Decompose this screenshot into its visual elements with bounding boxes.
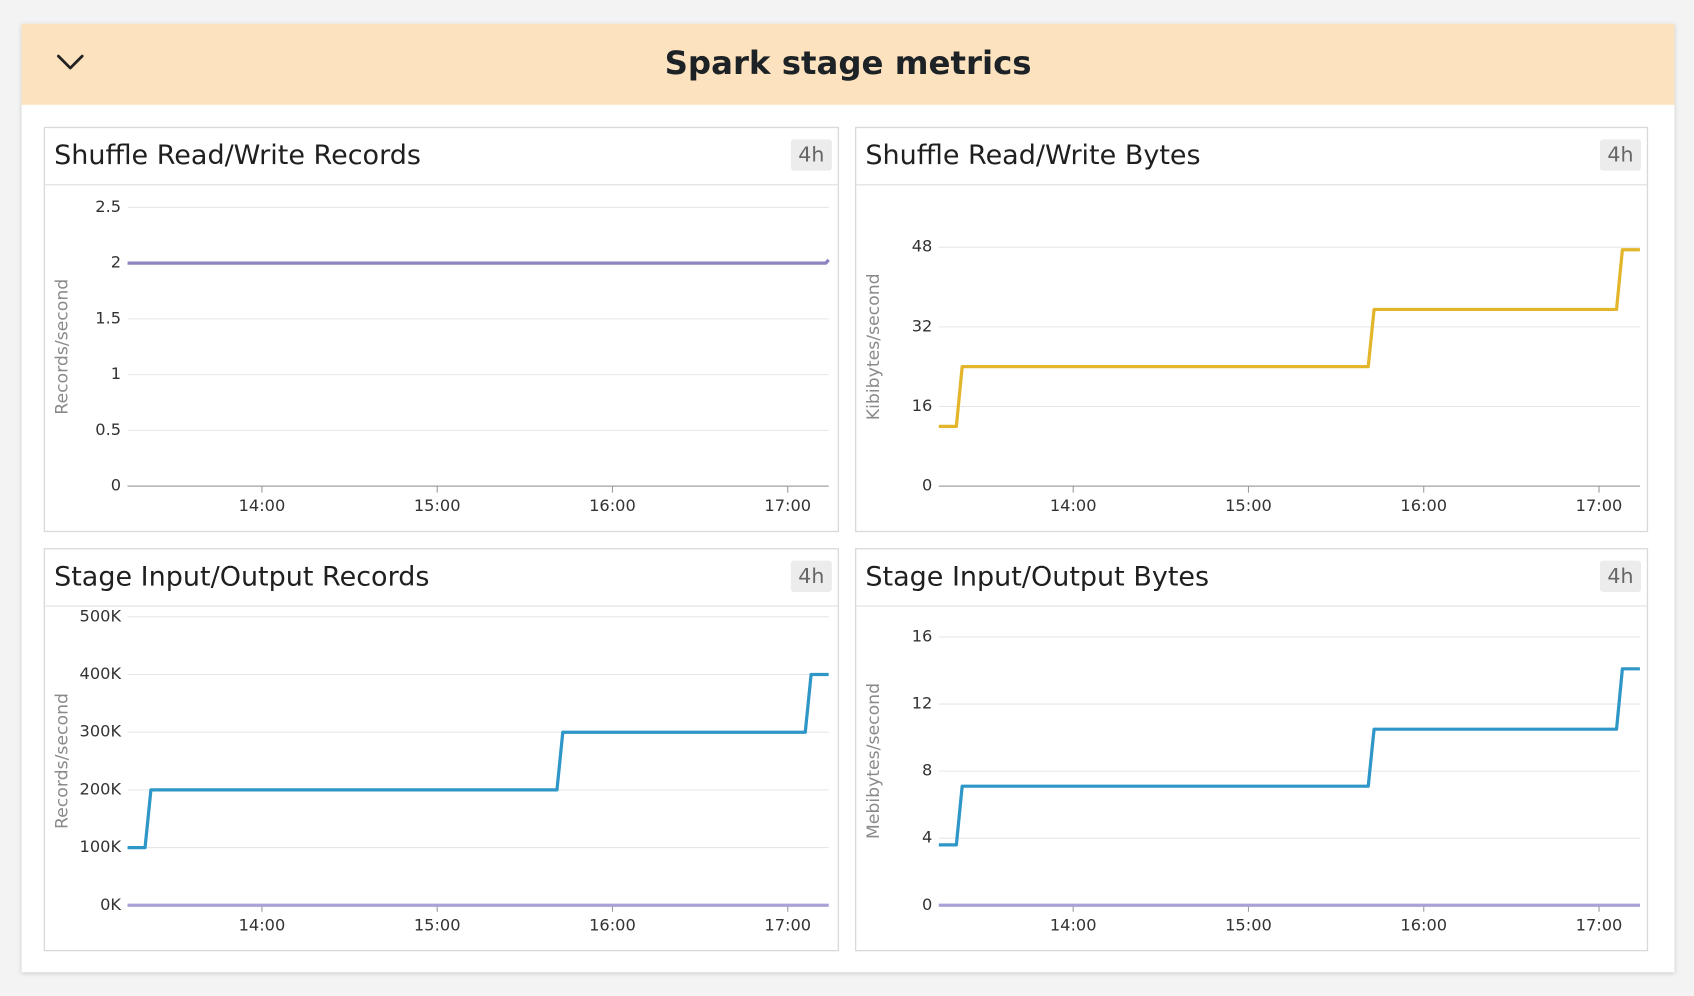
y-tick-label: 8 (922, 761, 932, 780)
x-tick-label: 14:00 (1050, 915, 1097, 934)
y-tick-label: 400K (80, 664, 122, 683)
time-badge-bg (1599, 560, 1641, 592)
x-tick-label: 17:00 (764, 496, 811, 515)
y-tick-label: 0.5 (95, 420, 121, 439)
y-tick-label: 1.5 (95, 308, 121, 327)
x-tick-label: 16:00 (1400, 496, 1447, 515)
time-badge: 4h (1607, 143, 1633, 167)
y-tick-label: 0 (922, 476, 932, 495)
widget-title: Shuffle Read/Write Bytes (865, 140, 1200, 171)
y-tick-label: 0K (100, 895, 121, 914)
x-tick-label: 15:00 (1225, 496, 1272, 515)
time-badge-bg (790, 560, 832, 592)
x-tick-label: 17:00 (1576, 915, 1623, 934)
widget-panel (854, 126, 1649, 533)
group-header (21, 23, 1675, 105)
widget-title: Stage Input/Output Records (54, 561, 429, 592)
x-tick-label: 16:00 (1400, 915, 1447, 934)
x-tick-label: 16:00 (589, 496, 636, 515)
time-badge: 4h (1607, 564, 1633, 588)
time-badge: 4h (798, 564, 824, 588)
y-tick-label: 300K (80, 722, 122, 741)
series-line (938, 667, 1640, 847)
y-tick-label: 4 (922, 828, 932, 847)
x-tick-label: 17:00 (764, 915, 811, 934)
x-tick-label: 16:00 (589, 915, 636, 934)
y-tick-label: 48 (912, 237, 933, 256)
y-tick-label: 32 (912, 316, 933, 335)
y-axis-label: Kibibytes/second (864, 273, 884, 420)
y-tick-label: 0 (111, 476, 121, 495)
collapse-toggle[interactable] (57, 54, 84, 70)
y-tick-label: 16 (912, 626, 933, 645)
time-badge-bg (790, 139, 832, 171)
x-tick-label: 15:00 (414, 915, 461, 934)
x-tick-label: 15:00 (414, 496, 461, 515)
group-title: Spark stage metrics (665, 44, 1032, 82)
y-tick-label: 16 (912, 396, 933, 415)
widget-panel (854, 548, 1649, 952)
series-line (127, 672, 829, 850)
y-tick-label: 1 (111, 364, 121, 383)
time-badge-bg (1599, 139, 1641, 171)
series-line (127, 258, 830, 265)
series-line (938, 248, 1640, 429)
widget-panel (43, 126, 840, 533)
y-tick-label: 2.5 (95, 197, 121, 216)
y-axis-label: Mebibytes/second (864, 683, 884, 839)
time-badge: 4h (798, 143, 824, 167)
x-tick-label: 14:00 (1050, 496, 1097, 515)
x-tick-label: 14:00 (239, 915, 286, 934)
y-tick-label: 500K (80, 606, 122, 625)
y-tick-label: 100K (80, 837, 122, 856)
x-tick-label: 15:00 (1225, 915, 1272, 934)
y-tick-label: 200K (80, 779, 122, 798)
widget-panel (43, 548, 840, 952)
x-tick-label: 14:00 (239, 496, 286, 515)
y-axis-label: Records/second (53, 693, 73, 829)
widget-title: Shuffle Read/Write Records (54, 140, 421, 171)
y-tick-label: 0 (922, 895, 932, 914)
y-tick-label: 12 (912, 694, 933, 713)
y-tick-label: 2 (111, 253, 121, 272)
x-tick-label: 17:00 (1576, 496, 1623, 515)
widget-title: Stage Input/Output Bytes (865, 561, 1209, 592)
y-axis-label: Records/second (53, 279, 73, 415)
